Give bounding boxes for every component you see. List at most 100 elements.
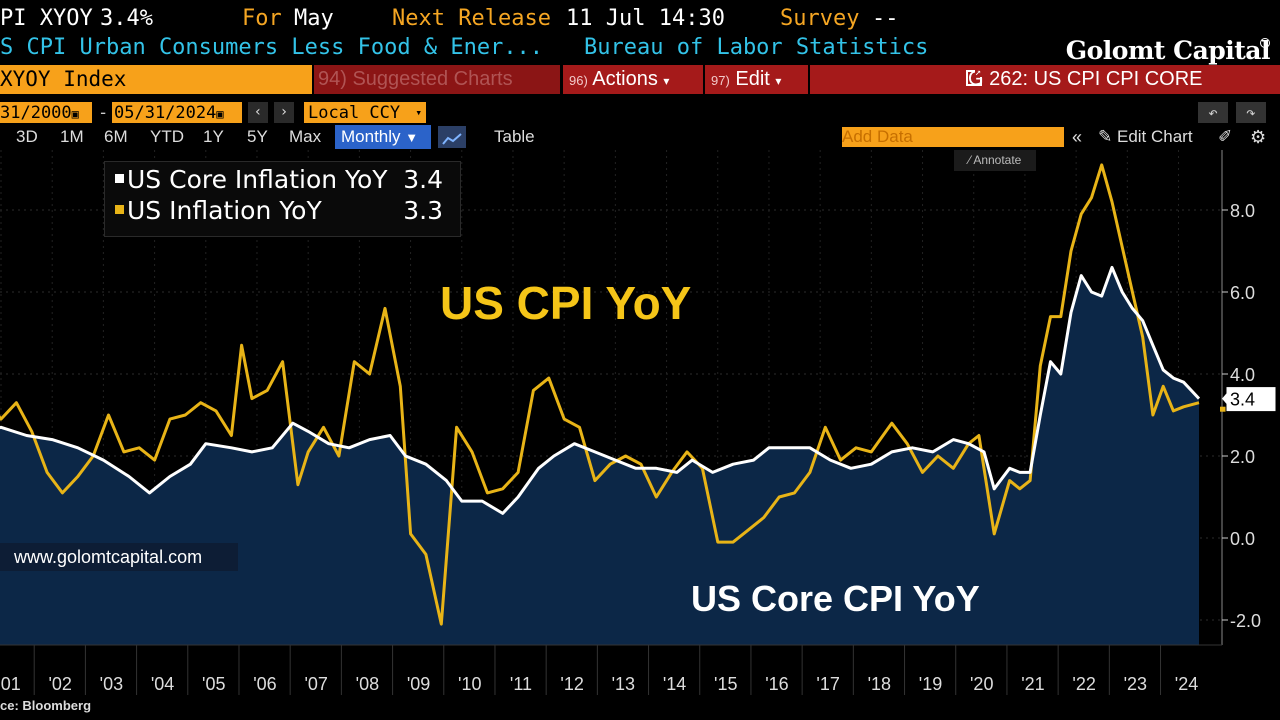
x-tick-label: '02 — [48, 674, 71, 694]
next-release-value: 11 Jul 14:30 — [566, 6, 725, 31]
for-label: For — [242, 6, 282, 31]
next-period-button[interactable]: › — [274, 102, 294, 123]
date-separator: - — [98, 103, 109, 123]
range-3d[interactable]: 3D — [16, 127, 38, 146]
x-tick-label: '06 — [253, 674, 276, 694]
security-description: S CPI Urban Consumers Less Food & Ener..… — [0, 35, 544, 60]
y-tick-label: -2.0 — [1230, 611, 1261, 631]
undo-icon[interactable]: ↶ — [1198, 102, 1228, 123]
x-tick-label: '20 — [970, 674, 993, 694]
brand-logo: Golomt Capital — [1065, 36, 1271, 65]
end-date-input[interactable]: 05/31/2024▣ — [112, 102, 242, 123]
annotate-button[interactable]: ⁄ Annotate — [954, 150, 1036, 171]
currency-select[interactable]: Local CCY ▾ — [304, 102, 426, 123]
chevron-down-icon: ▾ — [415, 106, 422, 119]
x-tick-label: '08 — [356, 674, 379, 694]
y-tick-label: 8.0 — [1230, 201, 1255, 221]
overlay-core-label: US Core CPI YoY — [691, 578, 980, 619]
command-bar: XYOY Index 94) Suggested Charts 96) Acti… — [0, 65, 1280, 94]
x-tick-label: '16 — [765, 674, 788, 694]
edit-menu[interactable]: 97) Edit ▾ — [705, 65, 808, 94]
table-view-button[interactable]: Table — [494, 127, 535, 146]
x-tick-label: '10 — [458, 674, 481, 694]
x-tick-label: '07 — [304, 674, 327, 694]
x-tick-label: '21 — [1021, 674, 1044, 694]
x-tick-label: '22 — [1072, 674, 1095, 694]
ticker-symbol: PI XYOY — [0, 6, 93, 31]
website-watermark: www.golomtcapital.com — [0, 543, 238, 571]
y-tick-label: 2.0 — [1230, 447, 1255, 467]
redo-icon[interactable]: ↷ — [1236, 102, 1266, 123]
legend-value-headline: 3.3 — [403, 196, 443, 225]
headline-series-line — [0, 163, 1200, 626]
x-tick-label: '17 — [816, 674, 839, 694]
core-last-label: 3.4 — [1230, 390, 1255, 410]
x-tick-label: '15 — [714, 674, 737, 694]
chevron-down-icon: ▼ — [405, 130, 419, 145]
x-tick-label: '03 — [100, 674, 123, 694]
legend-item-core: US Core Inflation YoY 3.4 — [115, 164, 455, 195]
range-1y[interactable]: 1Y — [203, 127, 224, 146]
next-release-label: Next Release — [392, 6, 551, 31]
prev-period-button[interactable]: ‹ — [248, 102, 268, 123]
range-max[interactable]: Max — [289, 127, 322, 146]
x-tick-label: '11 — [510, 674, 532, 694]
legend-swatch-headline — [115, 204, 124, 214]
chevron-down-icon: ▾ — [663, 74, 670, 88]
add-data-input[interactable]: Add Data — [842, 127, 1064, 147]
chart-title-bar: G 262: US CPI CPI CORE — [810, 65, 1280, 94]
last-value: 3.4% — [100, 6, 153, 31]
frequency-select[interactable]: Monthly ▼ — [335, 125, 431, 149]
x-tick-label: '24 — [1175, 674, 1198, 694]
survey-value: -- — [872, 6, 899, 31]
y-tick-label: 6.0 — [1230, 283, 1255, 303]
legend-swatch-core — [115, 173, 124, 183]
suggested-charts-button[interactable]: 94) Suggested Charts — [314, 65, 560, 94]
range-6m[interactable]: 6M — [104, 127, 128, 146]
x-tick-label: '05 — [202, 674, 225, 694]
x-tick-label: '23 — [1124, 674, 1147, 694]
x-tick-label: '04 — [151, 674, 174, 694]
actions-menu[interactable]: 96) Actions ▾ — [563, 65, 703, 94]
range-5y[interactable]: 5Y — [247, 127, 268, 146]
calendar-icon: ▣ — [71, 107, 79, 121]
pencil-icon: ⁄ — [968, 153, 971, 167]
range-toolbar: 3D 1M 6M YTD 1Y 5Y Max Monthly ▼ Table A… — [0, 125, 1280, 149]
calendar-icon: ▣ — [216, 107, 224, 121]
source-organization: Bureau of Labor Statistics — [584, 35, 929, 60]
survey-label: Survey — [780, 6, 860, 31]
gear-icon[interactable]: ⚙ — [1250, 127, 1267, 147]
registered-icon — [1260, 38, 1270, 48]
edit-chart-button[interactable]: ✎ Edit Chart — [1098, 127, 1193, 146]
source-note: ce: Bloomberg — [0, 698, 92, 713]
chevron-down-icon: ▾ — [775, 74, 782, 88]
pencil-icon: ✎ — [1098, 127, 1113, 146]
collapse-icon[interactable]: « — [1072, 127, 1083, 147]
x-tick-label: '19 — [919, 674, 942, 694]
x-tick-label: '12 — [560, 674, 583, 694]
y-tick-label: 0.0 — [1230, 529, 1255, 549]
external-link-icon[interactable]: ↗ — [966, 68, 984, 86]
range-ytd[interactable]: YTD — [150, 127, 184, 146]
date-controls: 31/2000▣ - 05/31/2024▣ ‹ › Local CCY ▾ ↶… — [0, 102, 1280, 124]
ticker-input[interactable]: XYOY Index — [0, 65, 312, 94]
draw-icon[interactable]: ✐ — [1218, 127, 1233, 146]
chart-legend: US Core Inflation YoY 3.4 US Inflation Y… — [104, 161, 461, 237]
x-tick-label: '09 — [407, 674, 430, 694]
x-tick-label: '18 — [868, 674, 891, 694]
overlay-cpi-label: US CPI YoY — [440, 277, 692, 329]
range-1m[interactable]: 1M — [60, 127, 84, 146]
x-tick-label: '01 — [0, 674, 21, 694]
y-tick-label: 4.0 — [1230, 365, 1255, 385]
legend-value-core: 3.4 — [403, 165, 443, 194]
line-chart-icon[interactable] — [438, 126, 466, 148]
legend-item-headline: US Inflation YoY 3.3 — [115, 195, 455, 226]
core-last-pointer — [1222, 391, 1228, 406]
core-series-line — [0, 265, 1201, 515]
start-date-input[interactable]: 31/2000▣ — [0, 102, 92, 123]
x-tick-label: '13 — [612, 674, 635, 694]
core-area — [0, 267, 1199, 645]
x-tick-label: '14 — [663, 674, 686, 694]
for-month: May — [294, 6, 334, 31]
